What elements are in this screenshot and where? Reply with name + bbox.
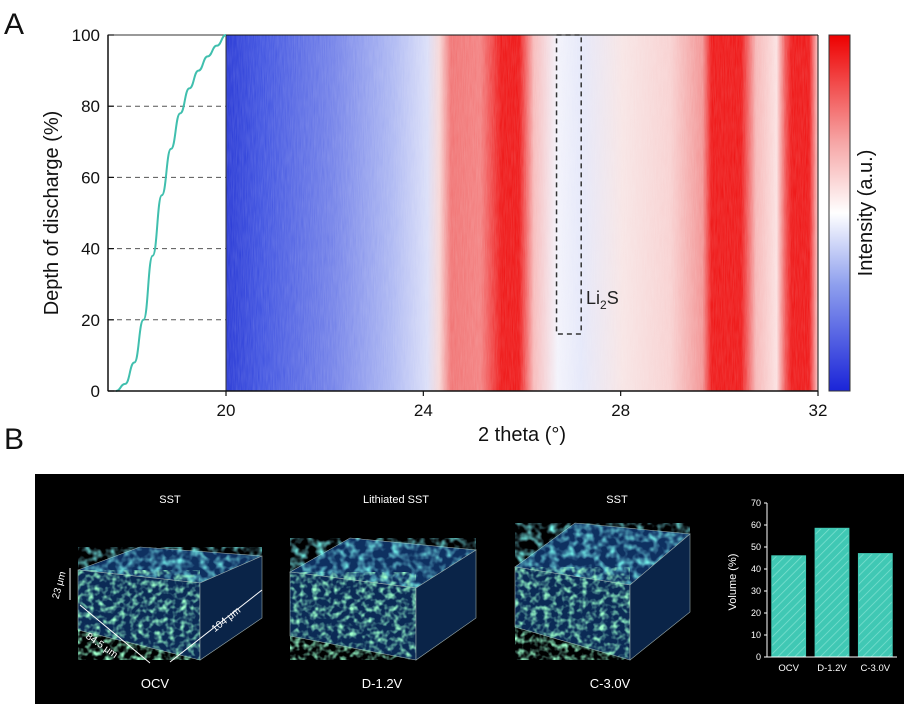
volume-render-c30v: SST C-3.0V <box>514 494 691 691</box>
x-tick-label: 32 <box>809 401 828 420</box>
gridlines <box>108 105 226 321</box>
bar-y-tick-label: 70 <box>751 498 761 508</box>
heatmap-texture <box>226 35 818 391</box>
li2s-region-box <box>555 34 582 335</box>
panel-a-chart: 0 20 40 60 80 100 20 24 28 32 Depth of discharge… <box>41 26 877 446</box>
y-axis-title: Depth of discharge (%) <box>41 111 63 316</box>
volume-top-texture <box>290 538 476 588</box>
bar <box>857 553 893 658</box>
x-tick-labels: 20 24 28 32 <box>217 391 828 420</box>
volume-top-texture <box>515 523 690 585</box>
panel-b-label: B <box>4 423 24 456</box>
bar-x-tick-label: D-1.2V <box>817 663 847 674</box>
x-axis-title: 2 theta (°) <box>478 424 566 446</box>
volume-title-2: Lithiated SST <box>363 494 429 506</box>
y-tick-label: 40 <box>81 240 100 259</box>
li2s-label: Li2S <box>586 288 619 312</box>
y-tick-label: 80 <box>81 97 100 116</box>
bar-y-tick-label: 0 <box>756 652 761 662</box>
bar-y-tick-label: 30 <box>751 586 761 596</box>
x-tick-label: 24 <box>414 401 433 420</box>
y-tick-label: 100 <box>72 26 100 45</box>
volume-caption-1: OCV <box>141 676 170 691</box>
volume-side-face <box>199 555 263 661</box>
volume-caption-2: D-1.2V <box>362 676 403 691</box>
panel-a-label: A <box>4 8 24 41</box>
y-tick-label: 0 <box>91 382 100 401</box>
bar <box>771 555 807 658</box>
volume-front-texture <box>515 567 630 660</box>
length-arrow <box>169 589 263 663</box>
bar-y-tick-label: 10 <box>751 630 761 640</box>
bar-y-tick-label: 20 <box>751 608 761 618</box>
y-tick-label: 20 <box>81 311 100 330</box>
discharge-curve-line <box>115 34 227 392</box>
volume-render-d12v: Lithiated SST D-1.2V <box>289 494 477 691</box>
volume-title-3: SST <box>606 494 628 506</box>
volume-side-face <box>629 533 691 661</box>
colorbar-title: Intensity (a.u.) <box>855 150 877 277</box>
bar-y-tick-label: 60 <box>751 520 761 530</box>
volume-side-face <box>415 549 477 661</box>
width-arrow <box>79 604 151 664</box>
bar-x-tick-label: OCV <box>778 663 799 674</box>
volume-front-texture <box>78 570 200 660</box>
bars <box>771 527 893 658</box>
bar-x-tick-labels: OCV D-1.2V C-3.0V <box>778 663 890 674</box>
volume-bar-chart: 0 10 20 30 40 50 60 70 OCV D-1.2V C-3.0V Volume (… <box>727 498 897 674</box>
x-tick-label: 28 <box>611 401 630 420</box>
bar-x-tick-label: C-3.0V <box>861 663 891 674</box>
y-tick-labels: 0 20 40 60 80 100 <box>72 26 114 401</box>
volume-render-ocv: SST 23 μm 84.5 μm 104 μm OCV <box>51 494 263 691</box>
volume-title-1: SST <box>159 494 181 506</box>
colorbar <box>828 34 851 392</box>
bar-y-axis-title: Volume (%) <box>727 554 739 611</box>
bar-y-tick-label: 50 <box>751 542 761 552</box>
x-tick-label: 20 <box>217 401 236 420</box>
discharge-curve-panel <box>107 34 227 392</box>
volume-caption-3: C-3.0V <box>590 676 631 691</box>
volume-front-texture <box>290 572 416 660</box>
bar-y-tick-label: 40 <box>751 564 761 574</box>
volume-top-texture <box>78 547 262 583</box>
curve-frame <box>107 34 227 392</box>
y-tick-label: 60 <box>81 168 100 187</box>
bar <box>814 527 850 658</box>
